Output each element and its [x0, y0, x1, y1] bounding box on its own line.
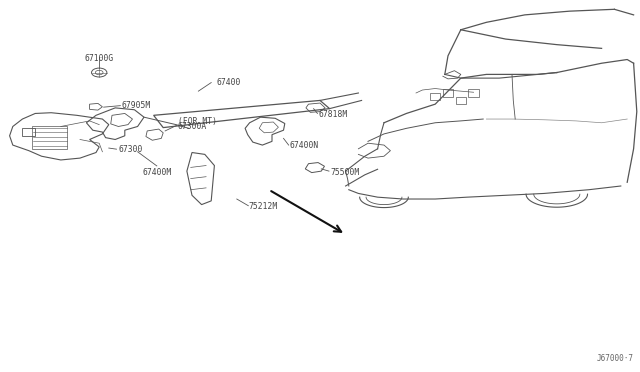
Text: 67818M: 67818M — [319, 110, 348, 119]
Text: 67905M: 67905M — [122, 101, 151, 110]
Text: 67400M: 67400M — [142, 168, 172, 177]
Text: 67100G: 67100G — [84, 54, 114, 63]
Text: 67300A: 67300A — [178, 122, 207, 131]
Text: 75500M: 75500M — [330, 168, 360, 177]
Text: 67300: 67300 — [118, 145, 143, 154]
Text: 67400: 67400 — [217, 78, 241, 87]
Text: 67400N: 67400N — [290, 141, 319, 150]
Text: J67000·7: J67000·7 — [596, 354, 634, 363]
Text: (FOR MT): (FOR MT) — [178, 117, 217, 126]
Text: 75212M: 75212M — [248, 202, 278, 211]
